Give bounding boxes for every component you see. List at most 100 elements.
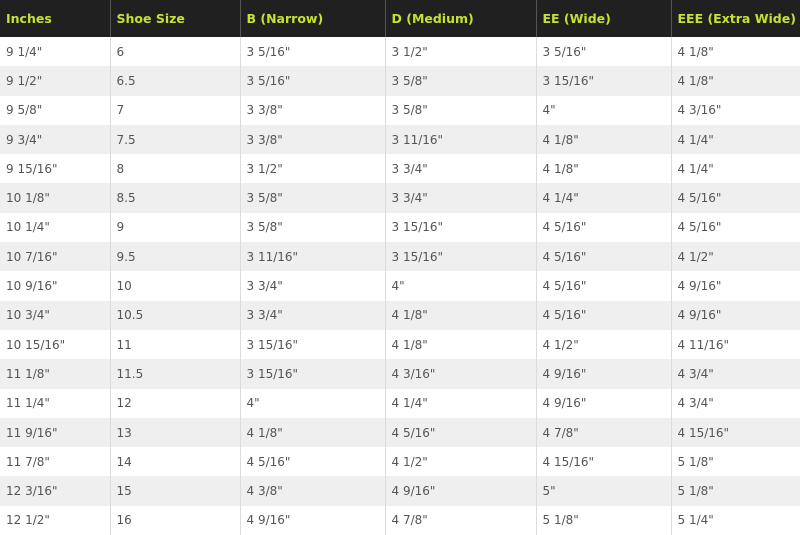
cell-narrow: 3 3/4"	[240, 271, 386, 301]
table-header: Inches Shoe Size B (Narrow) D (Medium) E…	[0, 0, 800, 37]
cell-inches: 12 1/2"	[0, 505, 111, 535]
cell-extra-wide: 4 5/16"	[677, 191, 722, 206]
cell-wide: 4 1/2"	[536, 329, 672, 360]
table-row: 9 5/8" 7 3 3/8" 3 5/8" 4" 4 3/16"	[0, 95, 800, 125]
cell-medium: 3 11/16"	[385, 124, 537, 155]
cell-medium: 4 1/8"	[385, 300, 537, 330]
cell-inches: 10 3/4"	[0, 300, 111, 330]
cell-shoe-size: 10	[110, 271, 241, 301]
cell-extra-wide: 4 3/4"	[677, 396, 714, 411]
cell-inches: 11 7/8"	[0, 447, 111, 477]
cell-wide: 4 5/16"	[536, 271, 672, 301]
cell-extra-wide: 4 1/2"	[677, 249, 714, 264]
cell-inches: 10 1/4"	[0, 212, 111, 243]
column-header-medium: D (Medium)	[385, 0, 537, 37]
cell-shoe-size: 16	[110, 505, 241, 535]
cell-wide: 5"	[536, 476, 672, 506]
header-row: Inches Shoe Size B (Narrow) D (Medium) E…	[0, 0, 800, 37]
cell-medium: 4 5/16"	[385, 417, 537, 448]
cell-narrow: 4 3/8"	[240, 476, 386, 506]
cell-narrow: 3 15/16"	[240, 329, 386, 360]
cell-medium: 4 1/2"	[385, 447, 537, 477]
cell-inches: 11 1/4"	[0, 388, 111, 418]
cell-shoe-size: 6	[110, 37, 241, 67]
cell-shoe-size: 6.5	[110, 66, 241, 96]
column-header-shoe-size: Shoe Size	[110, 0, 241, 37]
cell-narrow: 3 5/8"	[240, 212, 386, 243]
cell-narrow: 4"	[240, 388, 386, 418]
cell-extra-wide: 4 1/4"	[677, 132, 714, 147]
column-header-extra-wide: EEE (Extra Wide)	[677, 11, 796, 26]
cell-extra-wide: 4 1/4"	[677, 161, 714, 176]
cell-shoe-size: 11	[110, 329, 241, 360]
cell-shoe-size: 14	[110, 447, 241, 477]
cell-shoe-size: 7	[110, 95, 241, 125]
table-row: 11 1/8" 11.5 3 15/16" 4 3/16" 4 9/16" 4 3/4"	[0, 359, 800, 389]
cell-extra-wide: 5 1/8"	[677, 454, 714, 469]
cell-narrow: 3 3/8"	[240, 95, 386, 125]
table-body: 9 1/4" 6 3 5/16" 3 1/2" 3 5/16" 4 1/8" 9 1/2" 6…	[0, 37, 800, 535]
table-row: 10 7/16" 9.5 3 11/16" 3 15/16" 4 5/16" 4 1/2"	[0, 242, 800, 272]
cell-narrow: 3 5/8"	[240, 183, 386, 213]
cell-shoe-size: 7.5	[110, 124, 241, 155]
cell-extra-wide: 4 1/8"	[677, 44, 714, 59]
cell-wide: 3 15/16"	[536, 66, 672, 96]
cell-narrow: 3 5/16"	[240, 66, 386, 96]
cell-medium: 3 3/4"	[385, 154, 537, 184]
cell-medium: 4 7/8"	[385, 505, 537, 535]
cell-wide: 4 9/16"	[536, 359, 672, 389]
cell-wide: 4"	[536, 95, 672, 125]
column-header-inches: Inches	[0, 0, 111, 37]
cell-shoe-size: 12	[110, 388, 241, 418]
cell-inches: 11 9/16"	[0, 417, 111, 448]
cell-extra-wide: 5 1/8"	[677, 484, 714, 499]
cell-medium: 3 3/4"	[385, 183, 537, 213]
cell-medium: 4"	[385, 271, 537, 301]
cell-inches: 9 3/4"	[0, 124, 111, 155]
cell-extra-wide: 4 9/16"	[677, 279, 722, 294]
cell-shoe-size: 8	[110, 154, 241, 184]
cell-medium: 3 15/16"	[385, 242, 537, 272]
cell-wide: 4 1/8"	[536, 124, 672, 155]
cell-inches: 9 1/2"	[0, 66, 111, 96]
cell-narrow: 3 3/8"	[240, 124, 386, 155]
table-row: 9 1/2" 6.5 3 5/16" 3 5/8" 3 15/16" 4 1/8"	[0, 66, 800, 96]
cell-narrow: 4 5/16"	[240, 447, 386, 477]
cell-narrow: 3 15/16"	[240, 359, 386, 389]
cell-shoe-size: 9	[110, 212, 241, 243]
cell-wide: 4 5/16"	[536, 242, 672, 272]
cell-shoe-size: 9.5	[110, 242, 241, 272]
table-row: 9 1/4" 6 3 5/16" 3 1/2" 3 5/16" 4 1/8"	[0, 37, 800, 67]
cell-inches: 9 5/8"	[0, 95, 111, 125]
cell-wide: 4 5/16"	[536, 300, 672, 330]
cell-medium: 4 1/4"	[385, 388, 537, 418]
table-row: 12 3/16" 15 4 3/8" 4 9/16" 5" 5 1/8"	[0, 476, 800, 506]
cell-shoe-size: 10.5	[110, 300, 241, 330]
table-row: 10 15/16" 11 3 15/16" 4 1/8" 4 1/2" 4 11/16"	[0, 329, 800, 360]
table-row: 11 7/8" 14 4 5/16" 4 1/2" 4 15/16" 5 1/8"	[0, 447, 800, 477]
cell-narrow: 4 9/16"	[240, 505, 386, 535]
cell-inches: 11 1/8"	[0, 359, 111, 389]
cell-medium: 4 9/16"	[385, 476, 537, 506]
table-row: 10 9/16" 10 3 3/4" 4" 4 5/16" 4 9/16"	[0, 271, 800, 301]
cell-shoe-size: 11.5	[110, 359, 241, 389]
cell-inches: 9 15/16"	[0, 154, 111, 184]
table-row: 12 1/2" 16 4 9/16" 4 7/8" 5 1/8" 5 1/4"	[0, 505, 800, 535]
cell-wide: 4 5/16"	[536, 212, 672, 243]
cell-wide: 4 1/4"	[536, 183, 672, 213]
table-row: 10 1/8" 8.5 3 5/8" 3 3/4" 4 1/4" 4 5/16"	[0, 183, 800, 213]
cell-inches: 12 3/16"	[0, 476, 111, 506]
cell-narrow: 4 1/8"	[240, 417, 386, 448]
column-header-narrow: B (Narrow)	[240, 0, 386, 37]
column-header-wide: EE (Wide)	[536, 0, 672, 37]
cell-narrow: 3 1/2"	[240, 154, 386, 184]
cell-inches: 10 9/16"	[0, 271, 111, 301]
cell-wide: 5 1/8"	[536, 505, 672, 535]
cell-extra-wide: 4 3/4"	[677, 366, 714, 381]
cell-medium: 3 15/16"	[385, 212, 537, 243]
cell-extra-wide: 4 3/16"	[677, 103, 722, 118]
cell-inches: 10 1/8"	[0, 183, 111, 213]
cell-medium: 3 1/2"	[385, 37, 537, 67]
cell-extra-wide: 4 5/16"	[677, 220, 722, 235]
